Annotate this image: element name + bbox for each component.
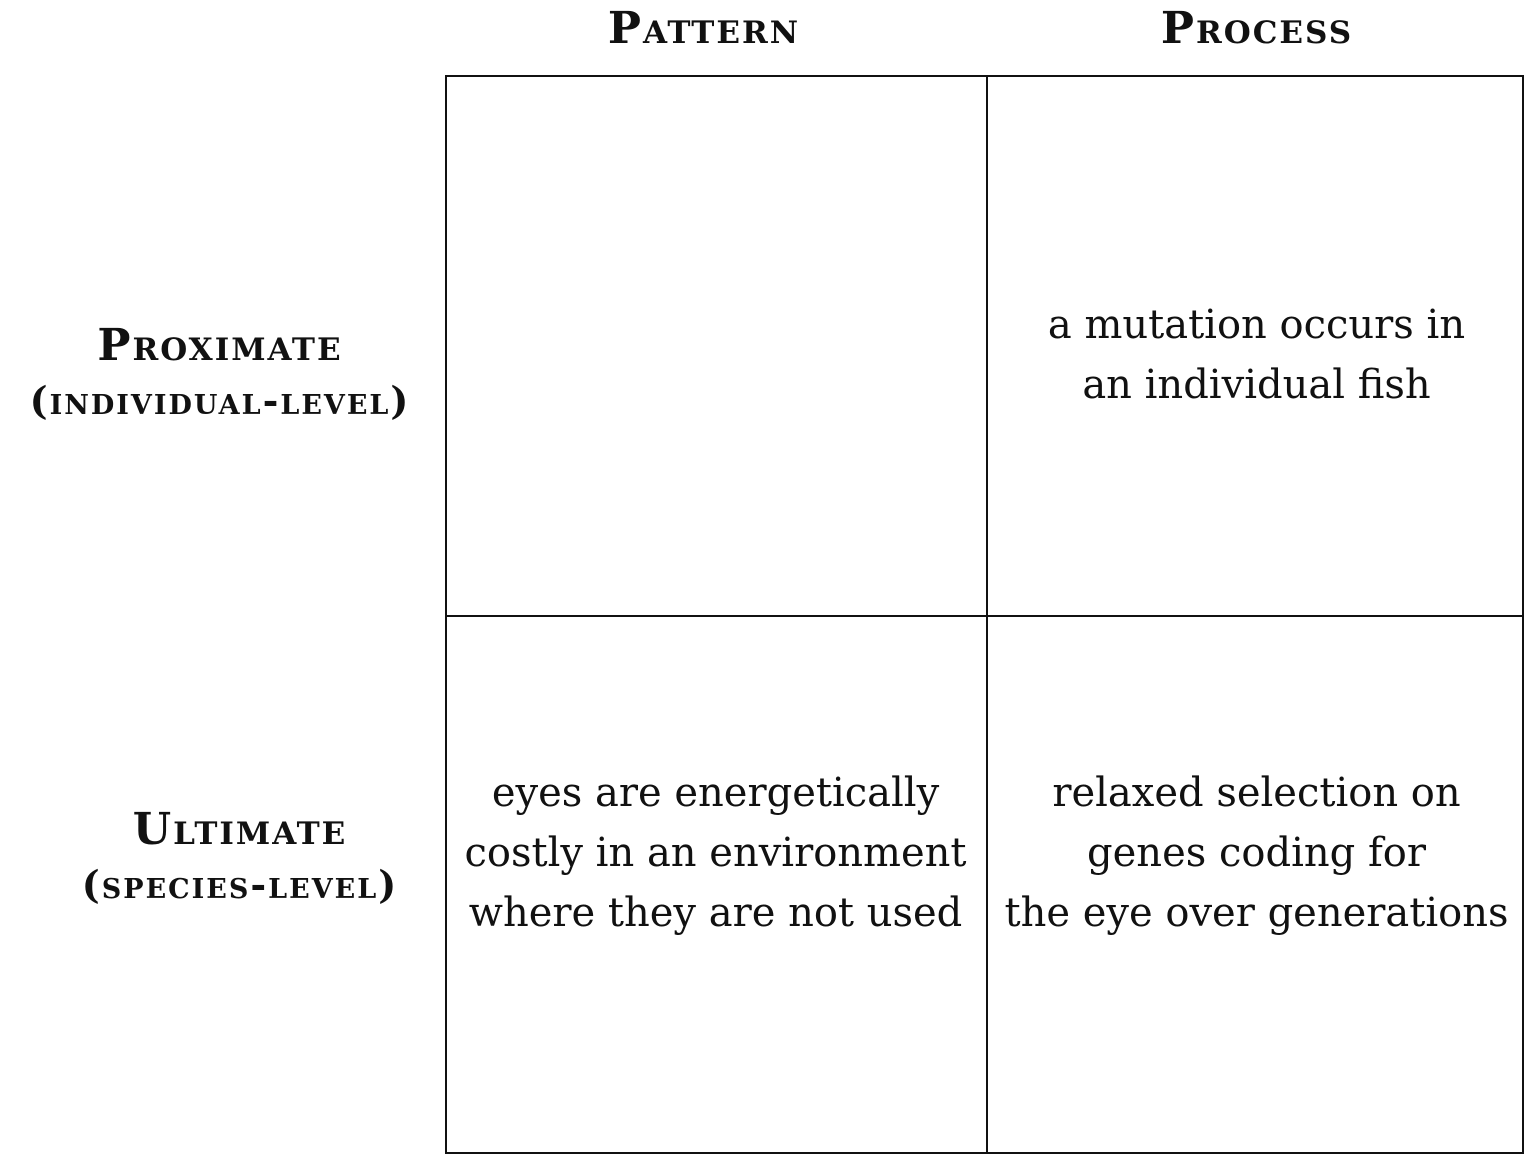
matrix-grid: a mutation occurs in an individual fish … <box>445 75 1524 1154</box>
cell-line: costly in an environment <box>464 830 967 876</box>
cell-line: relaxed selection on <box>1052 770 1461 816</box>
row-header-proximate: Proximate (individual-level) <box>0 316 440 427</box>
cell-line: a mutation occurs in <box>1047 302 1466 348</box>
row-title-proximate: Proximate <box>97 320 343 371</box>
cell-line: genes coding for <box>1087 830 1426 876</box>
column-header-process: Process <box>1160 2 1354 54</box>
column-header-pattern: Pattern <box>607 2 801 54</box>
cell-ultimate-process: relaxed selection on genes coding for th… <box>988 763 1525 943</box>
grid-divider-vertical <box>986 77 988 1152</box>
row-header-ultimate: Ultimate (species-level) <box>40 800 440 911</box>
row-subtitle-ultimate: (species-level) <box>81 862 399 908</box>
cell-line: the eye over generations <box>1004 890 1509 936</box>
cell-ultimate-pattern: eyes are energetically costly in an envi… <box>447 763 984 943</box>
cell-proximate-process: a mutation occurs in an individual fish <box>988 295 1525 415</box>
cell-line: where they are not used <box>468 890 963 936</box>
grid-divider-horizontal <box>447 615 1522 617</box>
cell-line: eyes are energetically <box>491 770 940 816</box>
cell-line: an individual fish <box>1082 362 1431 408</box>
row-subtitle-proximate: (individual-level) <box>29 378 411 424</box>
row-title-ultimate: Ultimate <box>132 804 348 855</box>
